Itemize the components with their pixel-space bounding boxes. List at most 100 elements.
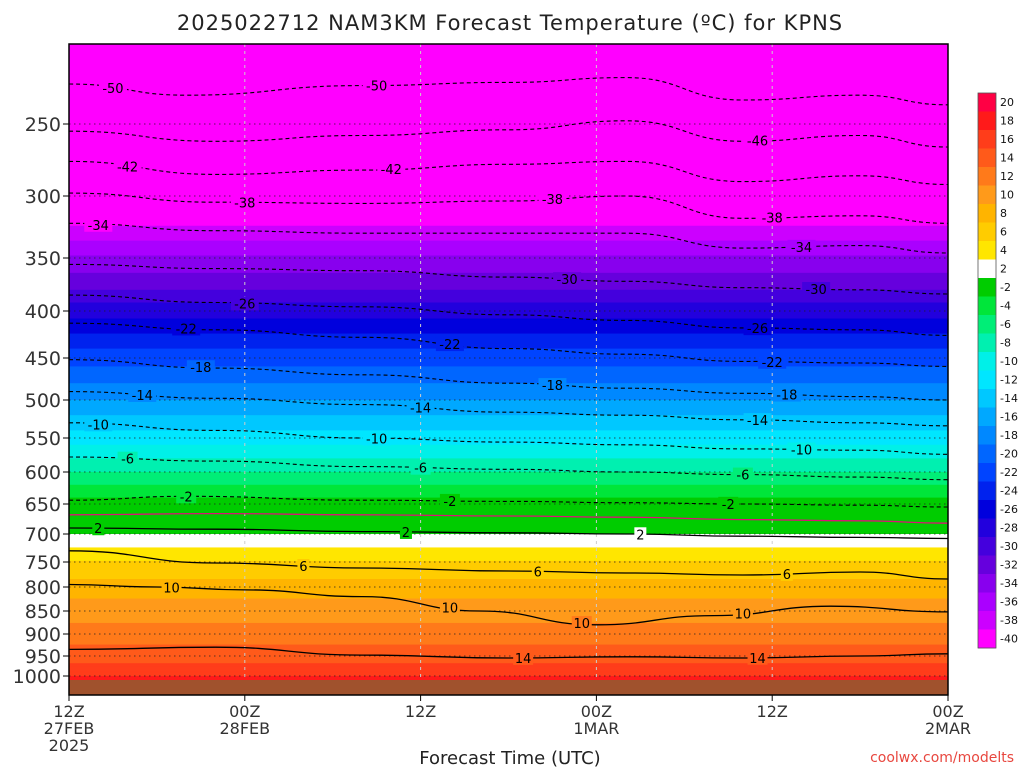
colorbar-swatch xyxy=(978,130,996,149)
temperature-band xyxy=(69,412,948,416)
temperature-band xyxy=(69,664,948,667)
temperature-band xyxy=(69,352,948,357)
temperature-band xyxy=(69,628,948,631)
temperature-band xyxy=(69,235,948,242)
temperature-band xyxy=(69,363,948,367)
temperature-band xyxy=(69,230,948,237)
temperature-band xyxy=(69,373,948,378)
x-axis-title: Forecast Time (UTC) xyxy=(419,748,600,768)
colorbar-swatch xyxy=(978,241,996,260)
temperature-band xyxy=(69,613,948,617)
y-axis-tick-label: 1000 xyxy=(13,666,61,688)
plot-frame xyxy=(68,43,949,696)
temperature-band xyxy=(69,554,948,557)
temperature-band xyxy=(69,661,948,664)
contour-label-bg xyxy=(732,467,753,482)
temperature-band xyxy=(69,409,948,413)
temperature-band xyxy=(69,522,948,525)
contour-label-bg xyxy=(634,527,647,542)
contour-label-bg xyxy=(743,321,772,336)
colorbar-swatch xyxy=(978,111,996,131)
temperature-band xyxy=(69,674,948,677)
temperature-band xyxy=(69,565,948,568)
colorbar-swatch xyxy=(978,204,996,223)
colorbar-swatch xyxy=(978,481,996,501)
colorbar-label: -18 xyxy=(1000,429,1018,442)
contour-label: -42 xyxy=(381,163,402,178)
colorbar-swatch xyxy=(978,222,996,242)
contour-label: -30 xyxy=(806,283,827,298)
temperature-band xyxy=(69,455,948,459)
temperature-band xyxy=(69,484,948,488)
contour-label: 6 xyxy=(299,560,307,575)
colorbar-label: -14 xyxy=(1000,392,1018,405)
colorbar-swatch xyxy=(978,148,996,168)
temperature-band xyxy=(69,590,948,594)
temperature-band xyxy=(69,617,948,620)
temperature-band xyxy=(69,482,948,486)
colorbar-swatch xyxy=(978,352,996,371)
colorbar-swatch xyxy=(978,185,996,205)
temperature-band xyxy=(69,648,948,651)
contour-label-bg xyxy=(538,378,567,393)
contour-label: 2 xyxy=(94,522,102,537)
temperature-band xyxy=(69,672,948,675)
x-axis-tick-label: 28FEB xyxy=(219,719,270,738)
contour-label-bg xyxy=(410,460,431,475)
x-axis-tick-label: 00Z xyxy=(581,702,612,721)
temperature-band xyxy=(69,386,948,391)
y-axis-tick-label: 900 xyxy=(25,624,61,646)
temperature-band xyxy=(69,326,948,331)
temperature-band xyxy=(69,433,948,438)
contour-label: 14 xyxy=(515,652,532,667)
temperature-band xyxy=(69,114,948,122)
colorbar-label: -6 xyxy=(1000,318,1011,331)
temperature-band xyxy=(69,289,948,295)
temperature-band xyxy=(69,240,948,247)
temperature-band xyxy=(69,588,948,592)
temperature-band xyxy=(69,512,948,516)
temperature-band xyxy=(69,415,948,419)
temperature-band xyxy=(69,622,948,626)
contour-label-bg xyxy=(98,81,127,96)
temperature-band xyxy=(69,161,948,168)
temperature-band xyxy=(69,430,948,435)
temperature-band xyxy=(69,610,948,613)
colorbar-label: -32 xyxy=(1000,559,1018,572)
contour-label: -30 xyxy=(556,273,577,288)
temperature-band xyxy=(69,450,948,454)
temperature-band xyxy=(69,569,948,572)
temperature-band xyxy=(69,356,948,361)
temperature-band xyxy=(69,418,948,422)
temperature-band xyxy=(69,452,948,457)
temperature-band xyxy=(69,132,948,139)
temperature-band xyxy=(69,474,948,478)
x-axis-tick-label: 2MAR xyxy=(925,719,971,738)
temperature-band xyxy=(69,108,948,115)
colorbar-label: 6 xyxy=(1000,226,1007,239)
temperature-band xyxy=(69,366,948,371)
temperature-band xyxy=(69,155,948,163)
contour-label: -26 xyxy=(747,322,768,337)
x-axis-tick-label: 00Z xyxy=(932,702,963,721)
temperature-band xyxy=(69,534,948,537)
temperature-band xyxy=(69,671,948,674)
temperature-band xyxy=(69,101,948,109)
temperature-band xyxy=(69,615,948,619)
contour-label: -10 xyxy=(366,432,387,447)
contour-line xyxy=(69,422,948,455)
temperature-band xyxy=(69,306,948,312)
contour-label-bg xyxy=(186,360,215,375)
temperature-band xyxy=(69,529,948,533)
contour-label-bg xyxy=(439,493,460,508)
x-axis-tick-label: 12Z xyxy=(405,702,436,721)
temperature-band xyxy=(69,502,948,506)
contour-label: -18 xyxy=(776,389,797,404)
temperature-band xyxy=(69,215,948,222)
temperature-band xyxy=(69,421,948,425)
temperature-band xyxy=(69,225,948,232)
temperature-band xyxy=(69,393,948,398)
temperature-band xyxy=(69,497,948,501)
contour-label-bg xyxy=(172,321,201,336)
colorbar-label: -40 xyxy=(1000,633,1018,646)
